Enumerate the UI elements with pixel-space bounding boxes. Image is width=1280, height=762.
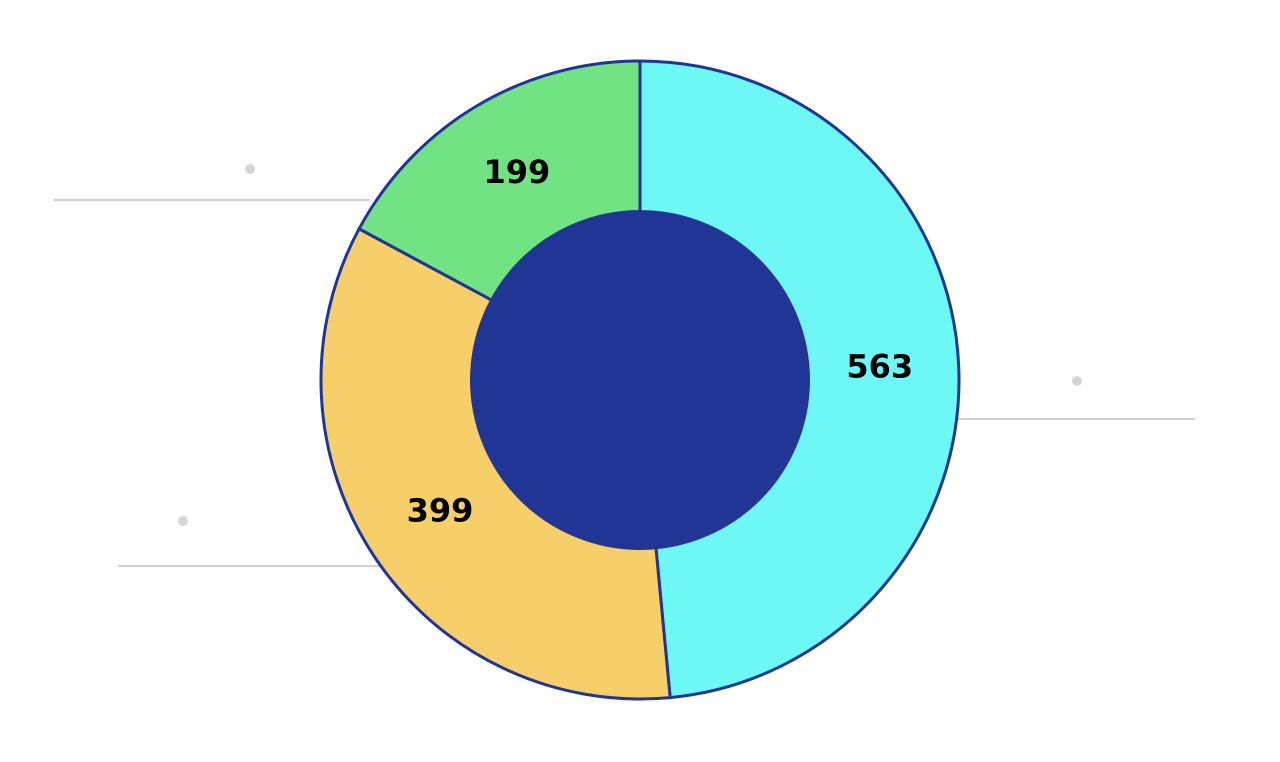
data-label: 563 xyxy=(846,348,913,386)
decor-dot xyxy=(1072,376,1082,386)
donut-center xyxy=(470,210,810,550)
decor-dot xyxy=(178,516,188,526)
data-label: 199 xyxy=(484,153,551,191)
decor-dot xyxy=(245,164,255,174)
decoration xyxy=(54,164,1195,567)
data-label: 399 xyxy=(407,492,474,530)
